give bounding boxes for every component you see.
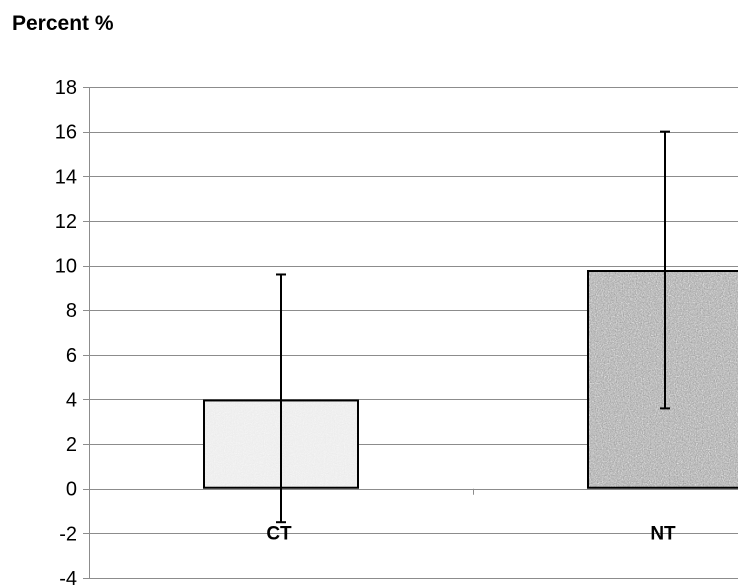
y-axis-label: Percent % <box>12 12 114 35</box>
y-tick-label: 14 <box>55 166 77 188</box>
bar-texture <box>587 270 738 489</box>
y-tick-label: 0 <box>66 479 77 501</box>
y-tick-label: -4 <box>59 568 77 586</box>
y-tick-label: 4 <box>66 389 77 411</box>
x-category-label-ct: CT <box>266 524 292 545</box>
y-tick-labels: -4 -2 0 2 4 6 8 10 12 14 16 18 <box>55 77 77 586</box>
y-tick-label: 16 <box>55 122 77 144</box>
bars <box>203 270 738 489</box>
category-labels: CT NT <box>266 524 676 545</box>
axes <box>83 87 474 579</box>
y-tick-label: 10 <box>55 256 77 278</box>
y-tick-label: 8 <box>66 300 77 322</box>
error-bars <box>276 130 670 524</box>
y-tick-label: 18 <box>55 77 77 99</box>
y-tick-label: -2 <box>59 523 77 545</box>
y-tick-label: 6 <box>66 345 77 367</box>
y-tick-label: 2 <box>66 434 77 456</box>
x-category-label-nt: NT <box>650 524 676 545</box>
y-tick-label: 12 <box>55 211 77 233</box>
